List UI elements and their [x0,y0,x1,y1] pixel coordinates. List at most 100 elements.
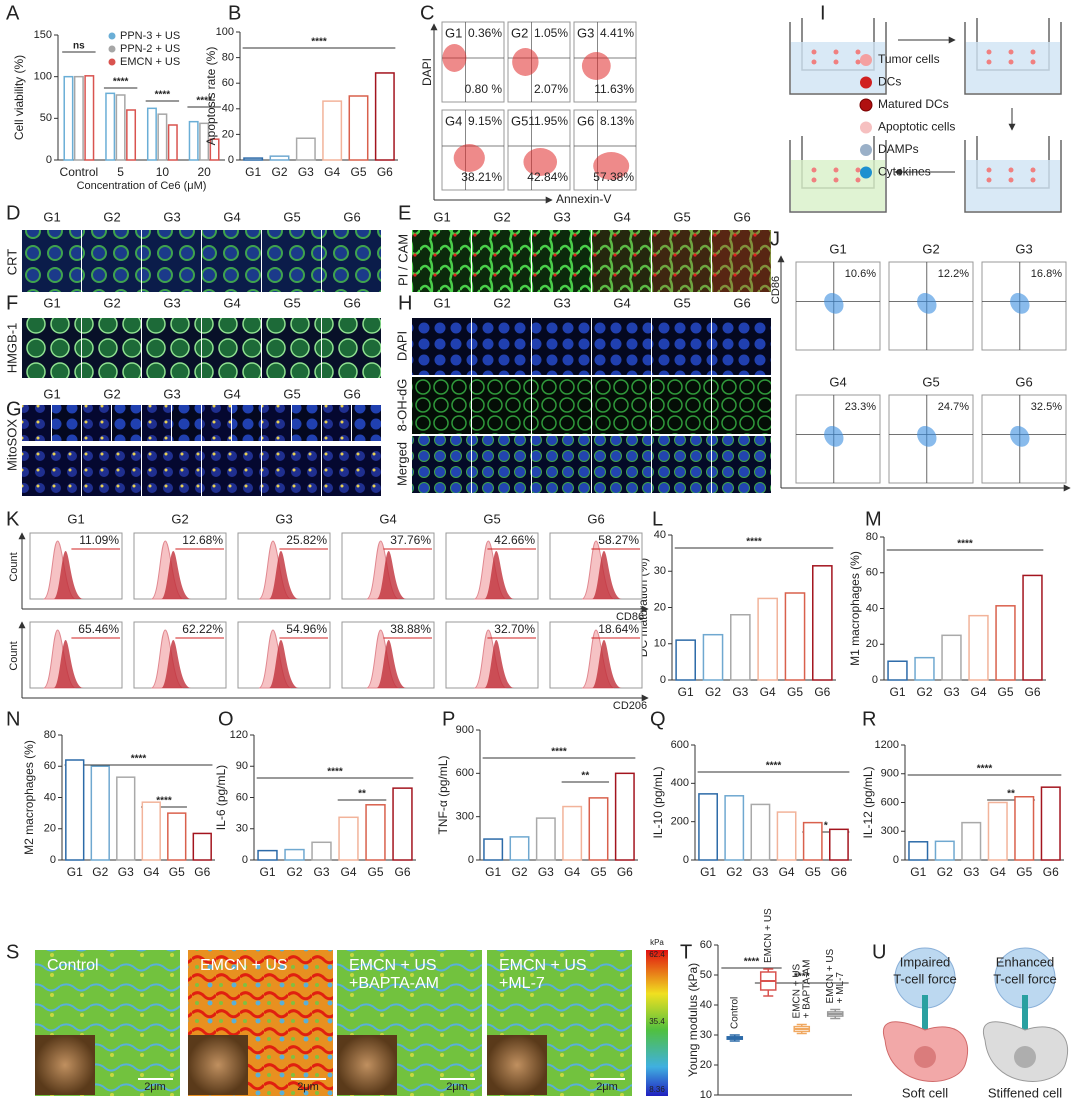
micrograph [142,230,201,292]
quadrant-value: 1.05% [534,26,568,40]
quadrant-value: 10.6% [845,268,876,280]
micrograph [262,318,321,378]
quadrant-value: 0.80 % [465,82,503,96]
y-axis-label: IL-10 (pg/mL) [651,766,665,838]
y-tick-label: 40 [654,529,666,541]
x-tick-label: G2 [286,865,302,879]
x-tick-label: G4 [143,865,159,879]
y-tick-label: 30 [700,1029,712,1041]
cell [1008,49,1014,55]
x-tick-label: G6 [194,865,210,879]
histogram-plot [29,621,123,689]
micrograph [472,436,531,493]
y-tick-label: 600 [881,796,899,808]
group-label: G1 [433,295,450,310]
micrograph [412,436,471,493]
group-label: G1 [445,25,462,40]
cell [1008,177,1014,183]
bar [757,597,778,681]
event-cloud [1010,425,1030,447]
micrograph [592,318,651,375]
group-label: G1 [829,241,846,256]
panel-letter: O [218,708,234,730]
panel-letter: K [6,508,20,530]
group-label: G6 [1015,374,1032,389]
cell [1008,59,1014,65]
x-tick-label: G1 [485,865,501,879]
cell [833,49,839,55]
x-tick-label: G5 [367,865,383,879]
significance-label: **** [311,37,327,48]
bar [188,120,199,161]
micrograph [202,446,261,496]
x-tick-label: G4 [340,865,356,879]
panel-letter: I [820,2,826,24]
bar [116,776,136,861]
y-tick-label: 90 [236,760,248,772]
y-tick-label: 80 [44,729,56,741]
dead-cell-signal [592,230,651,292]
bar [1040,786,1061,861]
event-cloud [917,292,937,314]
axis-label: Annexin-V [556,192,611,206]
cell [855,167,861,173]
bar [115,94,126,161]
micrograph [172,405,201,441]
histogram [376,640,407,688]
y-tick-label: 20 [222,128,234,140]
group-label: G5 [283,209,300,224]
y-tick-label: 60 [44,760,56,772]
y-tick-label: 30 [654,565,666,577]
colorbar-unit: kPa [650,938,664,947]
significance-label: **** [327,767,343,778]
bar [374,72,395,161]
legend-label: Tumor cells [878,52,940,66]
bar [209,138,220,161]
y-tick-label: 1200 [875,739,899,751]
group-label: G3 [1015,241,1032,256]
legend-icon [860,54,872,66]
x-tick-label: G5 [1016,865,1032,879]
group-label: G6 [733,295,750,310]
bar [105,92,116,161]
group-label: G2 [103,386,120,401]
receptor [922,995,928,1030]
x-tick-label: G2 [937,865,953,879]
cell [833,167,839,173]
legend-swatch [108,58,116,66]
micrograph [142,318,201,378]
axis-label: Count [8,641,20,670]
colorbar-label: 8.36 [649,1085,665,1094]
y-tick-label: 60 [222,77,234,89]
micrograph [142,405,171,441]
y-tick-label: 300 [881,825,899,837]
panel-letter: P [442,708,455,730]
significance-label: **** [977,764,993,775]
colorbar-label: 35.4 [649,1017,665,1026]
histogram-plot [133,532,227,600]
x-tick-label: G1 [67,865,83,879]
quadrant-value: 12.2% [938,268,969,280]
bar [284,848,305,861]
x-tick-label: G2 [916,685,932,699]
gate-value: 18.64% [598,622,639,636]
legend-icon [860,121,872,134]
group-label: G4 [613,295,630,310]
histogram [484,551,515,599]
event-cloud [917,425,937,447]
quadrant-value: 11.63% [594,82,634,96]
cell [1008,167,1014,173]
x-tick-label: G5 [169,865,185,879]
x-tick-label: G5 [787,685,803,699]
panel-letter: H [398,292,412,314]
event-cloud [581,52,611,80]
force-label: T-cell force [893,971,957,986]
event-cloud [593,152,630,180]
group-label: G2 [103,295,120,310]
cell [833,59,839,65]
micrograph [322,230,381,292]
x-tick-label: G3 [313,865,329,879]
significance-label: **** [113,77,129,88]
y-tick-label: 0 [893,854,899,866]
